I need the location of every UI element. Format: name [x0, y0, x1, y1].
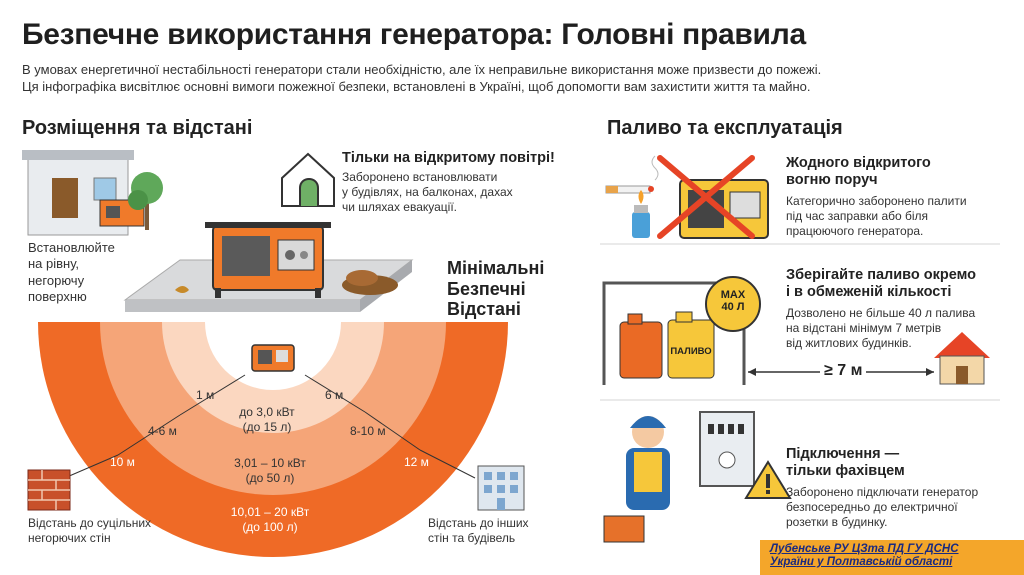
- electrical-panel-icon: [699, 411, 755, 487]
- fuel-shelter-icon: [602, 281, 746, 385]
- intro-line-2: Ця інфографіка висвітлює основні вимоги …: [22, 79, 811, 94]
- cigarette-icon: [605, 155, 659, 194]
- leaves-pile: [175, 270, 398, 295]
- surface-text: Встановлюйте на рівну, негорючу поверхню: [28, 240, 115, 304]
- zone-3-info: 10,01 – 20 кВт (до 100 л): [230, 505, 310, 534]
- fire-title: Жодного відкритого вогню поруч: [786, 155, 931, 189]
- footer-organization: Лубенське РУ ЦЗта ПД ГУ ДСНС України у П…: [770, 543, 959, 568]
- fuel-can-red: [619, 313, 663, 379]
- connect-text: Заборонено підключати генератор безпосер…: [786, 485, 979, 529]
- lighter-icon: [632, 190, 650, 238]
- house-illustration: [22, 150, 145, 236]
- fuel-storage-title: Зберігайте паливо окремо і в обмеженій к…: [786, 267, 976, 301]
- zone-1-left: 1 м: [196, 388, 215, 402]
- page-title: Безпечне використання генератора: Головн…: [22, 18, 806, 51]
- max-badge-circle: [705, 276, 761, 332]
- outdoor-title: Тільки на відкритому повітрі!: [342, 150, 555, 166]
- arrow-line-1: [179, 374, 246, 416]
- arrow-line-4: [304, 374, 366, 413]
- outdoor-text: Заборонено встановлювати у будівлях, на …: [342, 170, 513, 214]
- generator-illustration: [205, 222, 331, 298]
- fuel-can-yellow: [667, 311, 715, 379]
- wall-distance-text: Відстань до суцільних негорючих стін: [28, 516, 152, 545]
- brick-wall-icon: [27, 469, 71, 511]
- arrow-line-5: [364, 411, 421, 451]
- min-distance-title: Мінімальні Безпечні Відстані: [447, 258, 545, 320]
- arrow-line-2: [117, 414, 181, 456]
- office-building-icon: [477, 465, 525, 511]
- footer-banner: [760, 540, 1024, 575]
- zone-3-right: 12 м: [404, 455, 429, 469]
- distance-7m-label: ≥ 7 м: [820, 362, 867, 380]
- zone-1-right: 6 м: [325, 388, 344, 402]
- fuel-can-label: ПАЛИВО: [670, 346, 712, 357]
- warning-triangle-icon: [744, 460, 792, 499]
- fuel-storage-text: Дозволено не більше 40 л палива на відст…: [786, 306, 976, 350]
- zone-2-info: 3,01 – 10 кВт (до 50 л): [234, 456, 306, 485]
- zone-2-right: 8-10 м: [350, 424, 386, 438]
- fire-text: Категорично заборонено палити під час за…: [786, 194, 967, 238]
- connect-title: Підключення — тільки фахівцем: [786, 446, 905, 480]
- section-heading-placement: Розміщення та відстані: [22, 117, 253, 139]
- intro-line-1: В умовах енергетичної нестабільності ген…: [22, 62, 822, 77]
- electrician-icon: [603, 416, 670, 543]
- prohibited-x-icon: [657, 155, 755, 239]
- house-outline-icon: [281, 152, 335, 207]
- small-generator-icon: [251, 344, 295, 372]
- max-badge-text: MAX 40 Л: [720, 289, 746, 313]
- small-house-icon: [934, 332, 990, 385]
- zone-1-info: до 3,0 кВт (до 15 л): [239, 405, 295, 434]
- zone-2-left: 4-6 м: [148, 424, 177, 438]
- zone-3-left: 10 м: [110, 455, 135, 469]
- building-distance-text: Відстань до інших стін та будівель: [428, 516, 529, 545]
- arrow-line-6: [419, 449, 476, 479]
- section-heading-fuel: Паливо та експлуатація: [607, 117, 843, 139]
- tree-illustration: [128, 172, 163, 230]
